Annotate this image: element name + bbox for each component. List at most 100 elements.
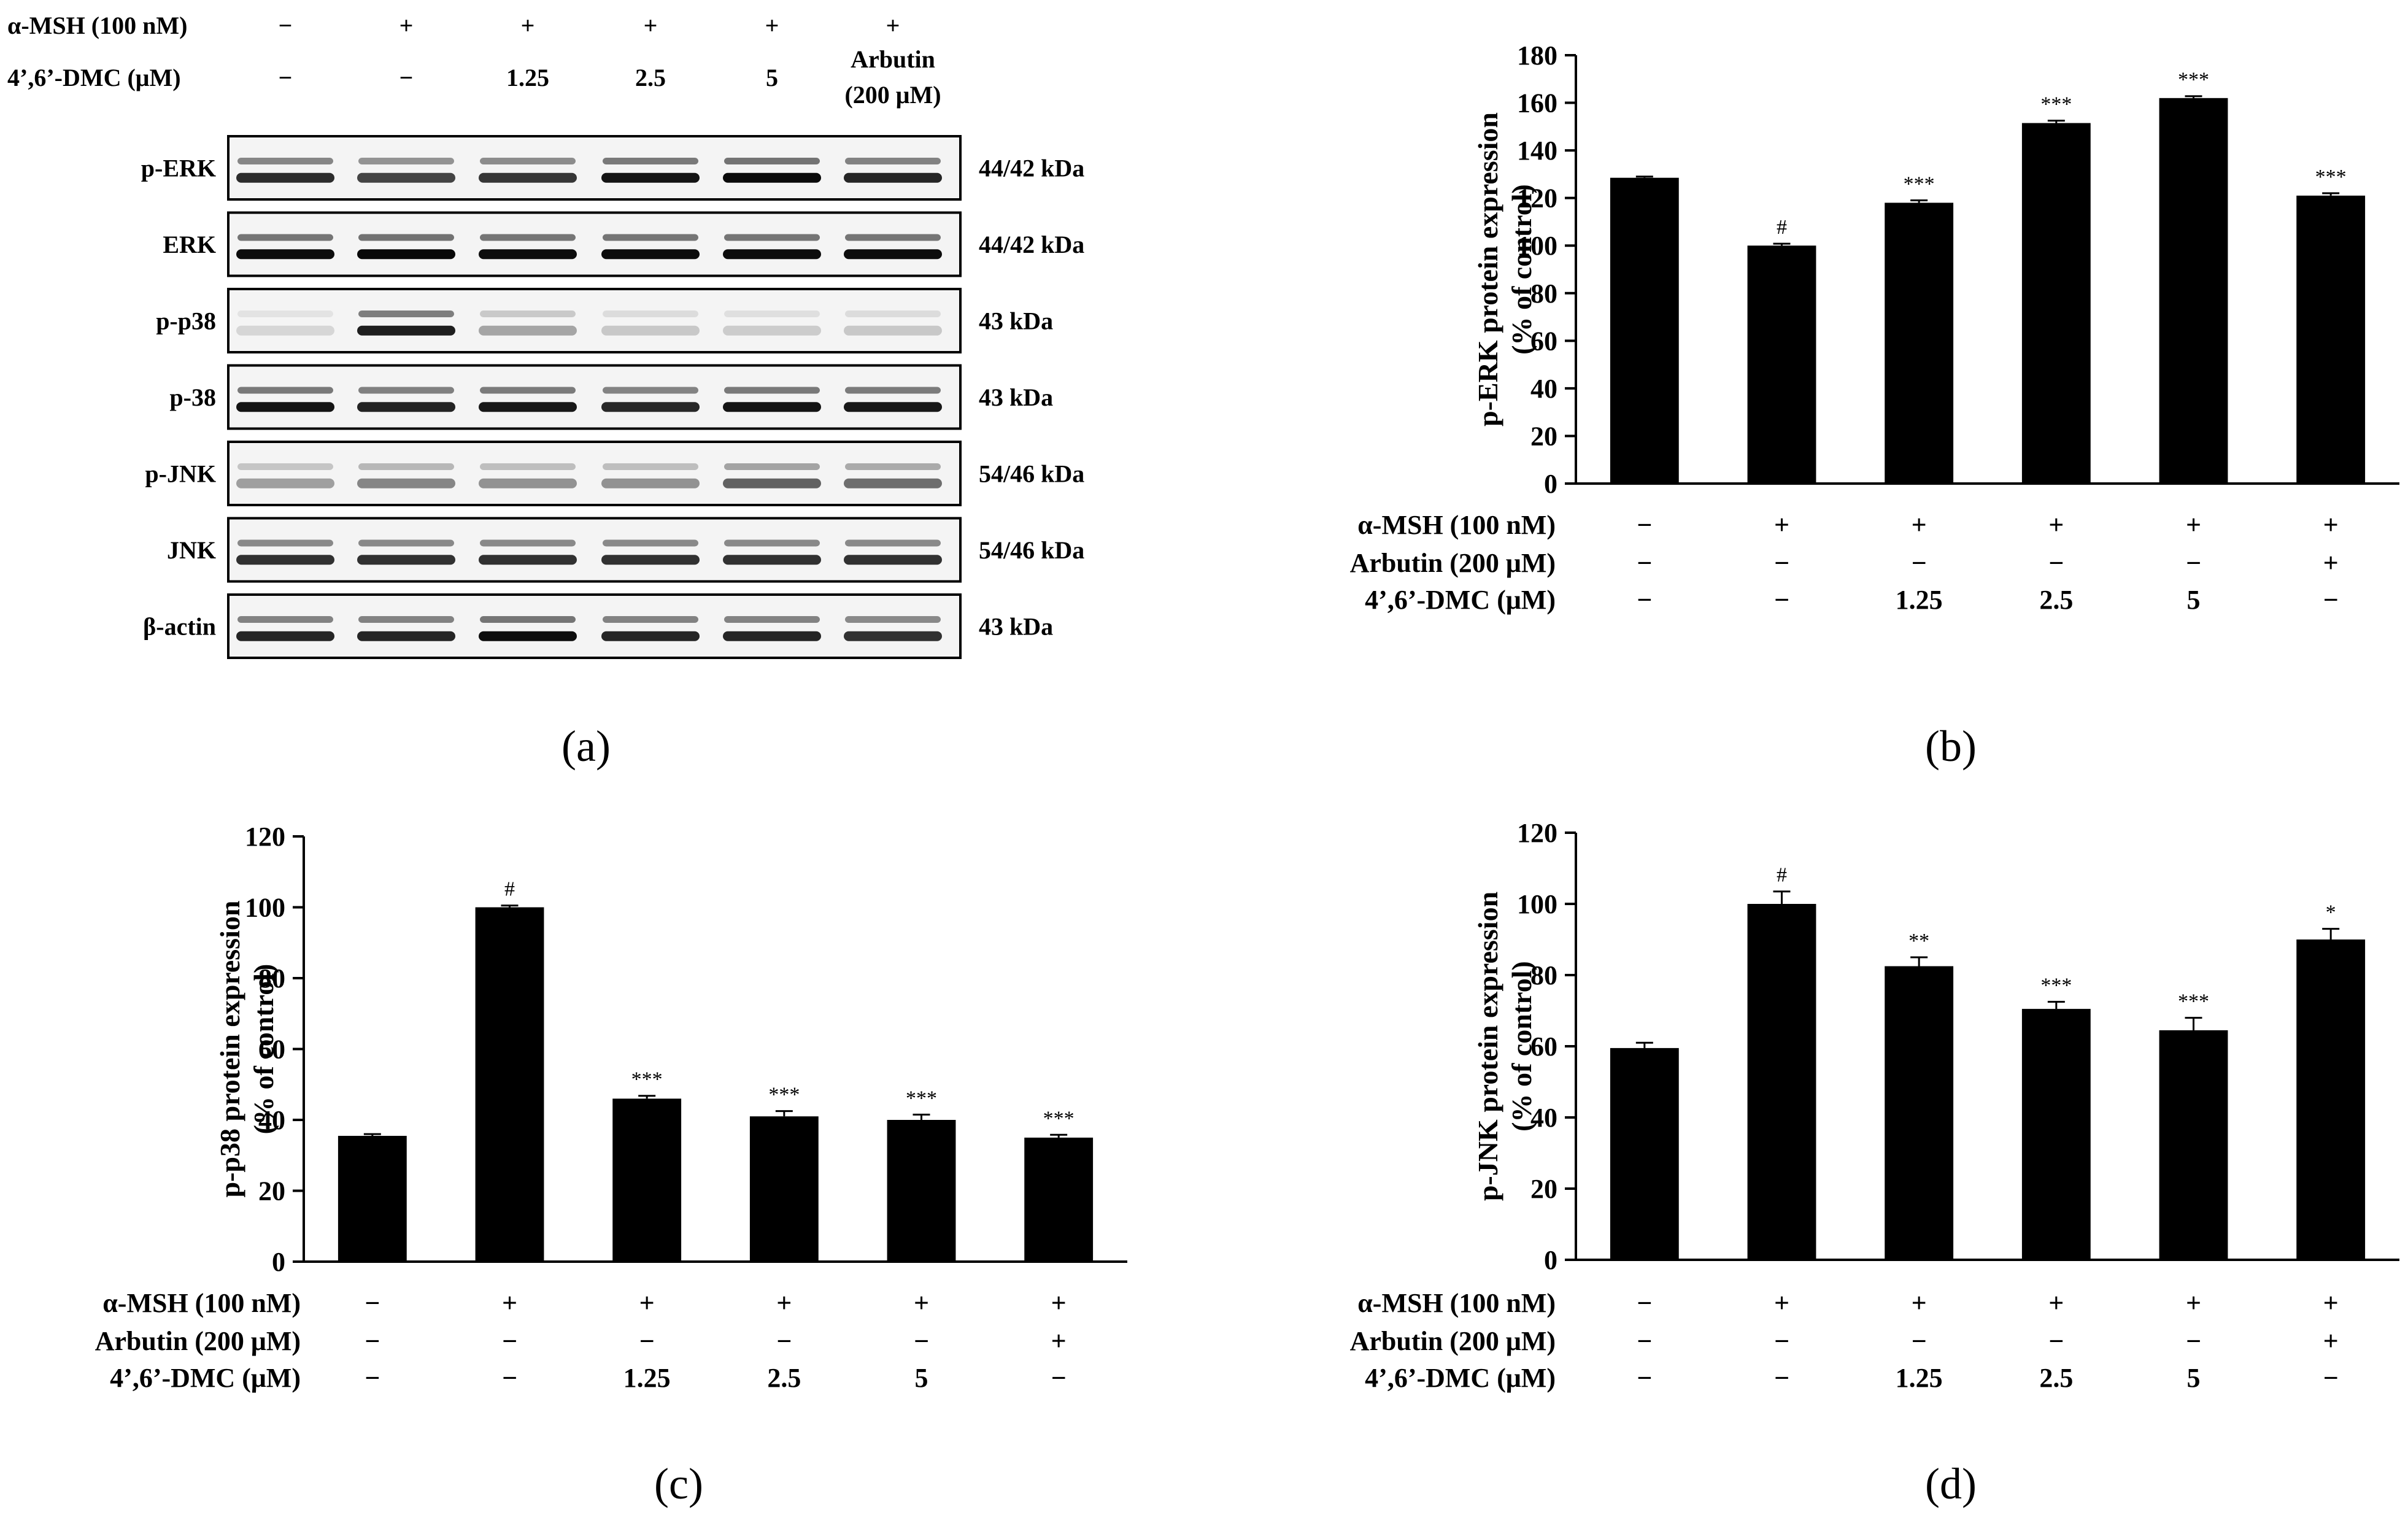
treatment-row-label: 4’,6’-DMC (μM): [1365, 1363, 1556, 1393]
treatment-cell: +: [2323, 1326, 2339, 1356]
y-tick-label: 100: [1517, 231, 1557, 261]
blot-strip-box: [227, 135, 962, 201]
blot-band: [479, 555, 577, 565]
y-tick-label: 40: [258, 1105, 285, 1135]
significance-mark: ***: [2040, 93, 2072, 116]
y-tick-label: 60: [1530, 326, 1557, 356]
treatment-cell: −: [1774, 548, 1789, 578]
bar: [887, 1120, 956, 1262]
blot-band: [479, 249, 577, 260]
treatment-cell: −: [1637, 1363, 1652, 1393]
treatment-cell: −: [1774, 1363, 1789, 1393]
treatment-cell: −: [2048, 548, 2064, 578]
blot-name: p-JNK: [145, 460, 216, 488]
y-tick-label: 20: [258, 1176, 285, 1206]
bar: [2296, 939, 2366, 1260]
blot-band: [601, 325, 700, 336]
blot-band-upper: [237, 539, 333, 547]
treatment-cell: −: [365, 1326, 380, 1356]
treatment-row-label: 4’,6’-DMC (μM): [1365, 585, 1556, 615]
treatment-cell: −: [1912, 1326, 1927, 1356]
treatment-cell: −: [1637, 548, 1652, 578]
bar: [612, 1098, 682, 1262]
blot-band-upper: [724, 539, 820, 547]
blot-band-upper: [358, 158, 454, 165]
treatment-cell: −: [2186, 548, 2201, 578]
blot-band-upper: [237, 463, 333, 471]
blot-band: [601, 631, 700, 641]
y-axis-label: p-JNK protein expression: [1472, 892, 1503, 1201]
blot-band: [479, 172, 577, 183]
y-tick-label: 20: [1530, 421, 1557, 451]
panel-label: (b): [1925, 722, 1977, 771]
blot-band-upper: [358, 387, 454, 394]
blot-band: [844, 555, 942, 565]
y-tick-label: 20: [1530, 1174, 1557, 1204]
blot-name: JNK: [167, 536, 216, 564]
header-row1-cell: −: [279, 12, 293, 39]
blot-band: [723, 631, 821, 641]
treatment-cell: 2.5: [2039, 585, 2073, 615]
treatment-cell: +: [2323, 510, 2339, 540]
blot-strip-box: [227, 593, 962, 659]
significance-mark: #: [504, 878, 515, 901]
blot-band-upper: [237, 387, 333, 394]
header-row2-cell: 5: [766, 64, 778, 91]
blot-band: [601, 478, 700, 488]
blot-band: [236, 325, 334, 336]
treatment-cell: +: [1774, 510, 1789, 540]
blot-size: 44/42 kDa: [979, 231, 1084, 258]
treatment-cell: −: [365, 1288, 380, 1318]
treatment-cell: −: [2323, 1363, 2339, 1393]
y-tick-label: 160: [1517, 88, 1557, 118]
y-tick-label: 120: [1517, 183, 1557, 214]
y-tick-label: 40: [1530, 374, 1557, 404]
blot-band-upper: [603, 311, 698, 318]
blot-band: [357, 631, 455, 641]
treatment-cell: +: [1912, 1288, 1927, 1318]
treatment-cell: −: [1912, 548, 1927, 578]
blot-band-upper: [845, 463, 941, 471]
blot-band: [357, 402, 455, 412]
treatment-row-label: Arbutin (200 μM): [95, 1326, 301, 1356]
header-row2-sub: (200 μM): [844, 81, 941, 109]
blot-band: [844, 325, 942, 336]
blot-size: 43 kDa: [979, 384, 1053, 411]
bar: [475, 907, 544, 1262]
blot-strip-box: [227, 288, 962, 353]
treatment-cell: +: [639, 1288, 655, 1318]
bar: [338, 1135, 407, 1262]
significance-mark: ***: [1043, 1107, 1075, 1130]
significance-mark: ***: [2178, 990, 2209, 1013]
treatment-cell: +: [2048, 1288, 2064, 1318]
panel-label: (d): [1925, 1459, 1977, 1508]
blot-band-upper: [845, 387, 941, 394]
blot-band-upper: [845, 158, 941, 165]
treatment-cell: −: [2186, 1326, 2201, 1356]
blot-band-upper: [724, 616, 820, 623]
blot-band: [357, 172, 455, 183]
blot-band: [236, 631, 334, 641]
blot-band-upper: [358, 539, 454, 547]
header-row2-cell: −: [279, 64, 293, 91]
blot-band-upper: [724, 234, 820, 241]
treatment-cell: −: [1051, 1363, 1067, 1393]
blot-size: 54/46 kDa: [979, 536, 1084, 564]
blot-band-upper: [237, 311, 333, 318]
significance-mark: ***: [906, 1087, 937, 1109]
blot-band-upper: [724, 158, 820, 165]
y-axis-label: (% of control): [1506, 961, 1537, 1132]
header-row2-cell: 2.5: [635, 64, 666, 91]
y-axis-label: p-ERK protein expression: [1472, 112, 1503, 426]
blot-band: [723, 402, 821, 412]
bar: [2021, 123, 2091, 484]
blot-band-upper: [845, 311, 941, 318]
blot-name: ERK: [163, 231, 216, 258]
significance-mark: ***: [2040, 974, 2072, 997]
blot-band-upper: [603, 616, 698, 623]
bar: [1885, 966, 1954, 1260]
blot-band-upper: [480, 463, 576, 471]
blot-strip-box: [227, 211, 962, 277]
header-row2-cell: Arbutin: [851, 45, 935, 73]
y-tick-label: 80: [258, 963, 285, 993]
